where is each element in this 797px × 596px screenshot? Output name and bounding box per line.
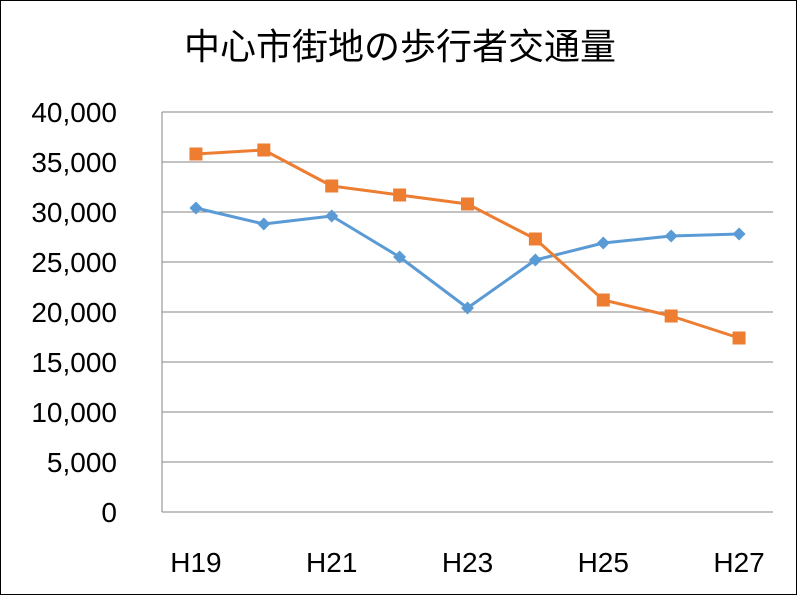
chart-title: 中心市街地の歩行者交通量	[184, 27, 616, 68]
x-tick-label: H25	[578, 547, 629, 578]
series	[189, 143, 746, 345]
data-point	[393, 250, 407, 264]
data-point	[732, 227, 746, 241]
data-point	[257, 143, 271, 157]
x-tick-label: H21	[306, 547, 357, 578]
x-tick-label: H19	[170, 547, 221, 578]
data-point	[664, 229, 678, 243]
y-tick-labels: 0 5,000 10,000 15,000 20,000 25,000 30,000 35,0…	[31, 97, 117, 528]
data-point	[189, 201, 203, 215]
data-point	[257, 217, 271, 231]
data-point	[461, 301, 474, 315]
data-point	[664, 309, 678, 323]
data-point	[325, 209, 339, 223]
y-tick-label: 0	[101, 497, 117, 528]
data-point	[528, 253, 542, 267]
series-line	[195, 206, 740, 310]
data-point	[732, 331, 746, 345]
y-tick-label: 25,000	[31, 247, 117, 278]
x-tick-label: H23	[442, 547, 493, 578]
data-point	[325, 179, 339, 193]
y-tick-label: 30,000	[31, 197, 117, 228]
series-1	[189, 201, 746, 315]
y-tick-label: 40,000	[31, 97, 117, 128]
series-2	[189, 143, 746, 345]
data-point	[393, 188, 407, 202]
data-point	[528, 232, 542, 246]
x-tick-labels: H19 H21 H23 H25 H27	[170, 547, 764, 578]
y-tick-label: 10,000	[31, 397, 117, 428]
data-point	[189, 147, 203, 161]
data-point	[596, 236, 610, 250]
x-tick-label: H27	[713, 547, 764, 578]
y-tick-label: 5,000	[47, 447, 117, 478]
data-point	[461, 197, 474, 211]
grid-lines	[162, 111, 773, 463]
y-tick-label: 20,000	[31, 297, 117, 328]
data-point	[596, 293, 610, 307]
y-tick-label: 35,000	[31, 147, 117, 178]
y-tick-label: 15,000	[31, 347, 117, 378]
axes	[161, 112, 773, 513]
